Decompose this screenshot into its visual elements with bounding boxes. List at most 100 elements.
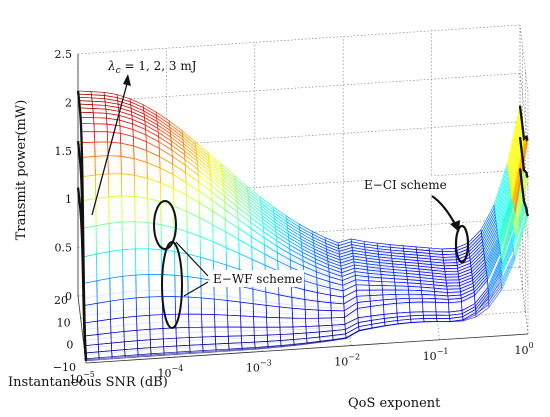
surface-cell xyxy=(147,177,162,203)
x-tick-exponent: −1 xyxy=(437,347,449,356)
surface-cell xyxy=(279,317,294,328)
z-tick-label: 2 xyxy=(65,96,72,109)
surface-cell xyxy=(136,339,152,349)
surface-cell xyxy=(149,314,164,330)
surface-cell xyxy=(240,326,255,337)
surface-cell xyxy=(110,317,125,334)
surface-cell xyxy=(109,298,124,320)
z-tick-label: 0.5 xyxy=(55,242,73,255)
surface-cell xyxy=(81,156,96,178)
surface-cell xyxy=(134,221,149,250)
surface-cell xyxy=(124,348,139,357)
x-tick-label: 10−2 xyxy=(334,353,360,369)
surface-cell xyxy=(176,344,191,353)
surface-cell xyxy=(123,329,138,343)
surface-cell xyxy=(240,315,255,328)
x-tick-exponent: 0 xyxy=(528,341,533,350)
surface-cell xyxy=(150,346,165,355)
x-tick-exponent: −5 xyxy=(83,370,95,379)
surface-cell xyxy=(96,277,111,304)
surface-cell xyxy=(80,116,95,125)
surface-cell xyxy=(92,112,107,119)
svg-text:λc = 1, 2, 3 mJ: λc = 1, 2, 3 mJ xyxy=(107,59,197,76)
surface-cell xyxy=(330,310,345,319)
surface-3 xyxy=(77,90,529,360)
y-axis-label: Instantaneous SNR (dB) xyxy=(8,375,168,390)
ewf-label-bg xyxy=(210,270,304,287)
surface-cell xyxy=(95,196,110,227)
surface-cell xyxy=(187,296,202,315)
ewf-ellipse-2 xyxy=(161,241,183,329)
surface-cell xyxy=(253,326,268,336)
surface-cell xyxy=(254,341,269,348)
surface-cell xyxy=(421,297,436,303)
surface-cell xyxy=(435,301,450,313)
surface-cell xyxy=(108,173,123,198)
surface-cell xyxy=(188,326,203,338)
x-axis-line xyxy=(85,333,529,364)
ewf-boundary-curve xyxy=(76,90,88,359)
surface-cell xyxy=(98,350,113,359)
surface-cell xyxy=(291,296,306,310)
surface-cell xyxy=(267,340,282,347)
grid-line xyxy=(519,73,529,141)
grid-line xyxy=(519,24,529,93)
surface-cell xyxy=(330,302,345,312)
surface-cell xyxy=(383,302,398,315)
surface-cell xyxy=(278,306,293,319)
surface-cell xyxy=(304,299,319,311)
surface-cell xyxy=(215,343,230,351)
surface-cell xyxy=(96,300,111,322)
surface-cell xyxy=(93,117,108,125)
surface-cell xyxy=(79,111,94,119)
surface-cell xyxy=(435,314,451,319)
surface-cell xyxy=(331,317,346,326)
surface-cell xyxy=(381,285,396,291)
surface-cell xyxy=(93,131,108,143)
surface-cell xyxy=(188,336,204,346)
surface-cell xyxy=(83,253,98,284)
z-tick-label: 1 xyxy=(65,193,72,206)
z-tick-label: 1.5 xyxy=(55,145,73,158)
surface-cell xyxy=(239,301,254,317)
surface-cell xyxy=(97,332,112,345)
surface-cell xyxy=(186,231,201,258)
surface-cell xyxy=(394,285,409,291)
surface-cell xyxy=(120,155,135,176)
surface-cell xyxy=(410,318,425,323)
surface-cell xyxy=(111,349,126,358)
surface-cell xyxy=(368,280,383,286)
eci-label: E−CI scheme xyxy=(364,178,447,192)
surface-cell xyxy=(395,289,410,295)
surface-cell xyxy=(239,285,254,305)
surface-cell xyxy=(84,334,99,347)
y-tick-label: −10 xyxy=(53,361,76,374)
surface-cell xyxy=(228,342,243,350)
surface-cell xyxy=(148,296,163,316)
surface-cell xyxy=(227,335,243,344)
surface-cell xyxy=(435,311,450,316)
lambda-arrow xyxy=(91,79,129,216)
surface-cell xyxy=(122,297,137,319)
grid-line xyxy=(77,24,521,55)
surface-cell xyxy=(241,341,256,349)
eci-annotation: E−CI scheme xyxy=(362,176,470,264)
eci-boundary-curve xyxy=(518,137,529,179)
surface-cell xyxy=(121,221,136,251)
surface-cell xyxy=(226,300,241,317)
surface-cell xyxy=(123,340,139,351)
surface-cell xyxy=(266,326,281,336)
surface-cell xyxy=(148,274,163,298)
x-tick-label: 10−3 xyxy=(246,358,272,374)
surface-cell xyxy=(409,301,424,313)
surface-cell xyxy=(135,248,150,276)
surface-cell xyxy=(214,326,229,338)
surface-cell xyxy=(108,195,123,224)
surface-cell xyxy=(122,248,137,277)
x-tick-label: 100 xyxy=(514,341,533,357)
surface-cell xyxy=(188,313,203,328)
surface-cell xyxy=(81,141,96,158)
surface-cell xyxy=(148,248,163,275)
x-tick-exponent: −2 xyxy=(348,353,360,362)
grid-line xyxy=(519,266,529,335)
